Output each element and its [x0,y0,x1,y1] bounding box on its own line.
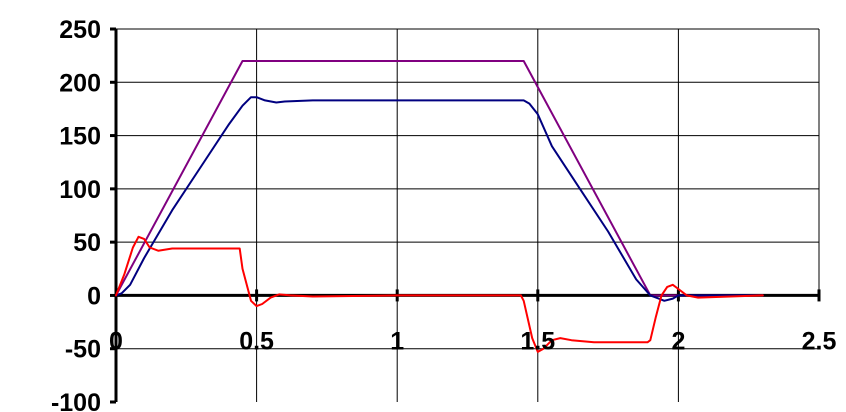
y-tick-label: 50 [73,229,101,257]
y-tick-label: 200 [59,69,101,97]
chart-series [116,61,763,352]
y-tick-label: -100 [51,389,101,412]
x-tick-label: 0.5 [239,327,274,355]
x-tick-label: 2 [671,327,685,355]
y-tick-label: 250 [59,16,101,44]
series-line-1 [116,61,763,295]
x-tick-label: 1 [390,327,404,355]
tick-labels: -100 -50 0 50 100 150 200 250 0 0.5 1 1.5 2 2.5 [51,16,837,412]
y-tick-label: -50 [65,336,101,364]
chart-axes [110,29,820,402]
series-line-2 [116,97,763,301]
y-tick-label: 0 [87,282,101,310]
chart-gridlines [116,29,819,402]
y-tick-label: 150 [59,123,101,151]
x-tick-label: 1.5 [520,327,555,355]
y-tick-label: 100 [59,176,101,204]
x-tick-label: 2.5 [802,327,837,355]
x-tick-label: 0 [109,327,123,355]
